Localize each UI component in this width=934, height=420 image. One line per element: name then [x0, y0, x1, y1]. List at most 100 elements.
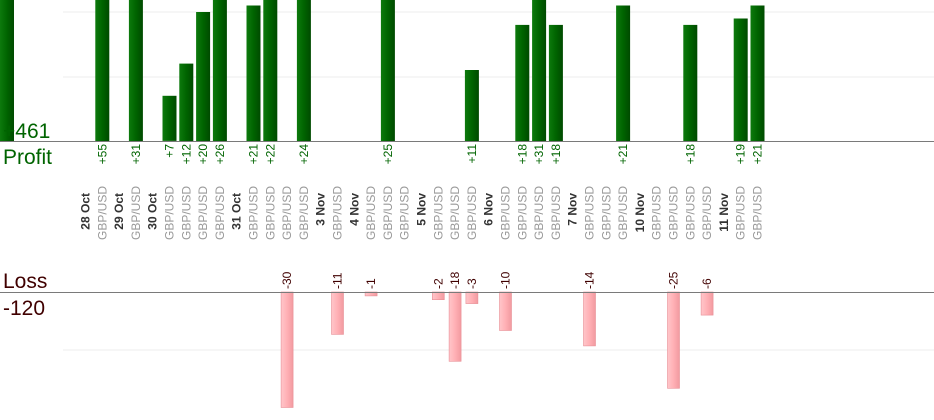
- pair-label: GBP/USD: [532, 186, 546, 240]
- profit-value-label: +31: [532, 144, 546, 165]
- loss-bar: [331, 291, 344, 335]
- date-label: 7 Nov: [566, 193, 580, 226]
- loss-value-label: -11: [331, 272, 345, 289]
- profit-value-label: +21: [247, 144, 261, 165]
- pair-label: GBP/USD: [465, 186, 479, 240]
- profit-bar: [196, 12, 211, 141]
- pair-label: GBP/USD: [583, 186, 597, 240]
- profit-bar: [733, 18, 748, 141]
- pair-label: GBP/USD: [263, 186, 277, 240]
- loss-value-label: -25: [667, 271, 681, 289]
- profit-bar: [616, 5, 631, 141]
- loss-bar: [700, 291, 714, 316]
- profit-value-label: +55: [95, 144, 109, 165]
- profit-value-label: +18: [683, 144, 697, 165]
- profit-bar: [128, 0, 143, 141]
- axes: [0, 141, 934, 293]
- pair-label: GBP/USD: [196, 186, 210, 240]
- profit-bar: [548, 24, 563, 141]
- pair-label: GBP/USD: [95, 186, 109, 240]
- profit-bar: [515, 24, 530, 141]
- date-label: 5 Nov: [415, 193, 429, 226]
- date-label: 3 Nov: [314, 193, 328, 226]
- profit-value-label: +25: [381, 144, 395, 165]
- loss-bar: [667, 291, 680, 389]
- loss-value-label: -3: [465, 278, 479, 289]
- profit-value-label: +31: [129, 144, 143, 165]
- profit-bar: [296, 0, 311, 142]
- profit-total: +461: [3, 120, 51, 143]
- loss-bar: [448, 291, 462, 362]
- date-label: 31 Oct: [230, 193, 244, 230]
- pair-label: GBP/USD: [667, 186, 681, 240]
- profit-bar: [263, 0, 278, 141]
- loss-value-label: -14: [583, 271, 597, 289]
- date-label: 29 Oct: [112, 193, 126, 230]
- pair-label: GBP/USD: [297, 186, 311, 240]
- profit-bar: [162, 95, 177, 141]
- pair-label: GBP/USD: [683, 186, 697, 240]
- pair-label: GBP/USD: [700, 186, 714, 240]
- profit-value-label: +11: [465, 144, 479, 164]
- loss-bar: [465, 291, 479, 304]
- date-label: 30 Oct: [146, 193, 160, 230]
- loss-bar: [583, 291, 596, 347]
- date-label: 28 Oct: [79, 193, 93, 230]
- pair-label: GBP/USD: [163, 186, 177, 240]
- loss-value-label: -6: [700, 278, 714, 289]
- profit-bar: [212, 0, 227, 141]
- loss-value-label: -10: [499, 271, 513, 289]
- pair-label: GBP/USD: [431, 186, 445, 240]
- profit-bar: [532, 0, 547, 141]
- loss-value-label: -30: [280, 271, 294, 289]
- profit-value-labels: +55 +31 +7 +12 +20 +26 +21 +22 +24 +25 +11 +18 +31 +1…: [0, 0, 765, 164]
- loss-total: -120: [3, 297, 46, 320]
- profit-bar: [179, 63, 194, 141]
- date-label: 6 Nov: [482, 193, 496, 226]
- loss-bar: [499, 291, 512, 331]
- pair-label: GBP/USD: [129, 186, 143, 240]
- pair-label: GBP/USD: [515, 186, 529, 240]
- pair-label: GBP/USD: [213, 186, 227, 240]
- profit-value-label: +20: [196, 144, 210, 165]
- pair-label: GBP/USD: [751, 186, 765, 240]
- pair-label: GBP/USD: [398, 186, 412, 240]
- loss-label: Loss: [3, 270, 48, 293]
- loss-value-label: -18: [448, 271, 462, 289]
- loss-value-label: -1: [364, 278, 378, 289]
- pair-label: GBP/USD: [364, 186, 378, 240]
- pair-label: GBP/USD: [499, 186, 513, 240]
- pair-label: GBP/USD: [381, 186, 395, 240]
- profit-value-label: +26: [213, 144, 227, 165]
- loss-bar: [431, 291, 445, 300]
- profit-value-label: +12: [179, 144, 193, 165]
- date-label: 10 Nov: [633, 193, 647, 233]
- pair-label: GBP/USD: [734, 186, 748, 240]
- date-label: 11 Nov: [717, 193, 731, 232]
- profit-bar: [380, 0, 395, 142]
- profit-value-label: +24: [297, 144, 311, 165]
- pair-label: GBP/USD: [599, 186, 613, 240]
- loss-bar: [280, 291, 294, 408]
- loss-value-label: -2: [431, 278, 445, 289]
- pair-label: GBP/USD: [179, 186, 193, 240]
- profit-bar: [0, 0, 14, 141]
- profit-value-label: +18: [515, 144, 529, 165]
- profit-value-label: +18: [549, 144, 563, 165]
- pair-label: GBP/USD: [280, 186, 294, 240]
- profit-value-label: +21: [616, 144, 630, 165]
- profit-bars: [0, 0, 765, 142]
- loss-value-labels: -30 -11 -1 -2 -18 -3 -10 -14 -25 -6: [280, 271, 714, 289]
- pair-label: GBP/USD: [549, 186, 563, 240]
- pair-label: GBP/USD: [616, 186, 630, 240]
- pair-label: GBP/USD: [247, 186, 261, 240]
- profit-label: Profit: [3, 146, 53, 169]
- profit-bar: [246, 5, 261, 141]
- profit-value-label: +21: [751, 144, 765, 165]
- profit-value-label: +22: [263, 144, 277, 165]
- profit-bar: [683, 24, 698, 141]
- date-label: 4 Nov: [347, 193, 361, 226]
- profit-value-label: +7: [163, 144, 177, 158]
- profit-value-label: +19: [734, 144, 748, 165]
